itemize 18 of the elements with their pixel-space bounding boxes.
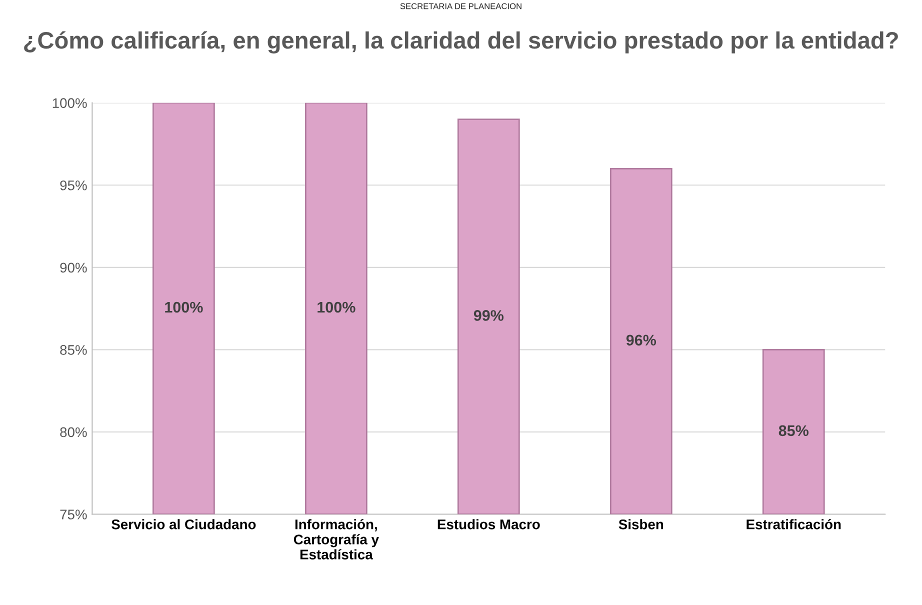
y-tick-label: 80%: [60, 427, 87, 438]
y-tick-label: 90%: [60, 262, 87, 273]
y-tick-label: 85%: [60, 345, 87, 355]
chart-title: ¿Cómo calificaría, en general, la claridad del servicio prestado por la entidad?: [24, 31, 898, 54]
data-label: 100%: [165, 302, 203, 313]
data-label: 85%: [778, 425, 809, 436]
x-tick-label: Sisben: [618, 519, 664, 530]
y-tick-label: 100%: [52, 98, 87, 108]
y-tick-label: 95%: [60, 180, 87, 190]
x-tick-label: Servicio al Ciudadano: [112, 519, 256, 530]
data-label: 99%: [474, 310, 504, 321]
data-label: 100%: [318, 302, 356, 313]
y-tick-label: 75%: [60, 510, 87, 520]
text: SECRETARIA DE PLANEACION: [400, 3, 522, 10]
x-tick-label: Información, Cartografía y Estadística: [294, 518, 379, 560]
x-tick-label: Estudios Macro: [438, 519, 540, 530]
data-label: 96%: [626, 334, 656, 346]
x-tick-label: Estratificación: [746, 518, 841, 530]
